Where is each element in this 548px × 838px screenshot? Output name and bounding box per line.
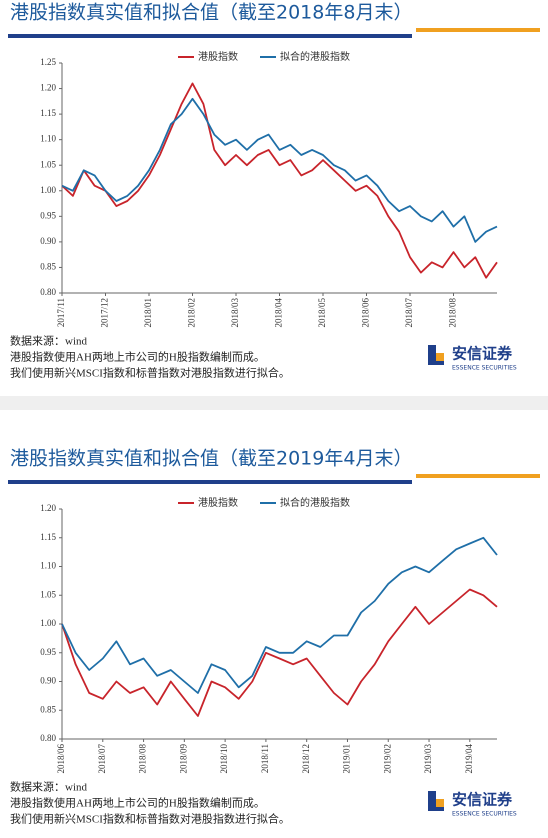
source-note: 数据来源：wind	[10, 334, 87, 348]
series-line	[61, 82, 498, 279]
x-tick-label: 2018/05	[317, 298, 327, 328]
chart-title: 港股指数真实值和拟合值（截至2018年8月末）	[10, 2, 412, 24]
y-tick-label: 1.00	[40, 618, 56, 628]
y-tick-label: 0.95	[40, 210, 56, 220]
y-tick-label: 1.15	[40, 532, 56, 542]
legend-label: 拟合的港股指数	[280, 496, 350, 509]
x-tick-label: 2018/06	[56, 744, 66, 774]
legend-label: 港股指数	[198, 496, 238, 509]
x-tick-label: 2018/08	[448, 298, 458, 328]
series-line	[61, 97, 498, 243]
x-tick-label: 2018/10	[219, 744, 229, 774]
logo-mark	[428, 345, 436, 361]
y-tick-label: 1.05	[40, 159, 56, 169]
x-tick-label: 2018/06	[361, 298, 371, 328]
x-tick-label: 2017/11	[56, 298, 66, 327]
x-tick-label: 2018/08	[138, 744, 148, 774]
source-note: 港股指数使用AH两地上市公司的H股指数编制而成。	[10, 350, 265, 364]
title-rule	[8, 34, 412, 38]
x-tick-label: 2018/03	[230, 298, 240, 328]
logo-name: 安信证券	[452, 345, 513, 363]
y-tick-label: 0.90	[40, 676, 56, 686]
logo-subtitle: ESSENCE SECURITIES	[452, 365, 517, 372]
y-tick-label: 1.10	[40, 134, 56, 144]
y-tick-label: 1.25	[40, 57, 56, 67]
logo-mark	[436, 799, 444, 807]
source-note: 港股指数使用AH两地上市公司的H股指数编制而成。	[10, 796, 265, 810]
series-line	[61, 588, 498, 717]
logo-mark	[428, 791, 436, 807]
series-line	[61, 536, 498, 694]
y-tick-label: 0.85	[40, 704, 56, 714]
logo-mark	[428, 807, 444, 811]
y-tick-label: 0.85	[40, 262, 56, 272]
legend-label: 港股指数	[198, 50, 238, 63]
logo-mark	[428, 361, 444, 365]
logo-mark	[436, 353, 444, 361]
title-rule-accent	[416, 474, 540, 478]
x-tick-label: 2018/01	[143, 298, 153, 328]
x-tick-label: 2018/07	[97, 744, 107, 774]
y-tick-label: 1.20	[40, 503, 56, 513]
y-tick-label: 1.05	[40, 589, 56, 599]
legend-label: 拟合的港股指数	[280, 50, 350, 63]
y-tick-label: 1.10	[40, 561, 56, 571]
x-tick-label: 2018/12	[301, 744, 311, 774]
x-tick-label: 2018/11	[260, 744, 270, 773]
y-tick-label: 1.15	[40, 108, 56, 118]
y-tick-label: 0.95	[40, 647, 56, 657]
logo-subtitle: ESSENCE SECURITIES	[452, 811, 517, 818]
source-note: 我们使用新兴MSCI指数和标普指数对港股指数进行拟合。	[10, 366, 290, 380]
title-rule-accent	[416, 28, 540, 32]
x-tick-label: 2017/12	[100, 298, 110, 328]
y-tick-label: 0.80	[40, 733, 56, 743]
x-tick-label: 2019/01	[342, 744, 352, 774]
x-tick-label: 2018/02	[187, 298, 197, 328]
x-tick-label: 2019/04	[464, 744, 474, 774]
chart-title: 港股指数真实值和拟合值（截至2019年4月末）	[10, 448, 412, 470]
source-note: 数据来源：wind	[10, 780, 87, 794]
x-tick-label: 2018/07	[404, 298, 414, 328]
x-tick-label: 2018/04	[274, 298, 284, 328]
x-tick-label: 2019/03	[423, 744, 433, 774]
logo-name: 安信证券	[452, 791, 513, 809]
source-note: 我们使用新兴MSCI指数和标普指数对港股指数进行拟合。	[10, 812, 290, 826]
y-tick-label: 0.90	[40, 236, 56, 246]
x-tick-label: 2018/09	[178, 744, 188, 774]
slide-separator	[0, 396, 548, 410]
x-tick-label: 2019/02	[382, 744, 392, 774]
y-tick-label: 1.20	[40, 83, 56, 93]
y-tick-label: 1.00	[40, 185, 56, 195]
title-rule	[8, 480, 412, 484]
y-tick-label: 0.80	[40, 287, 56, 297]
